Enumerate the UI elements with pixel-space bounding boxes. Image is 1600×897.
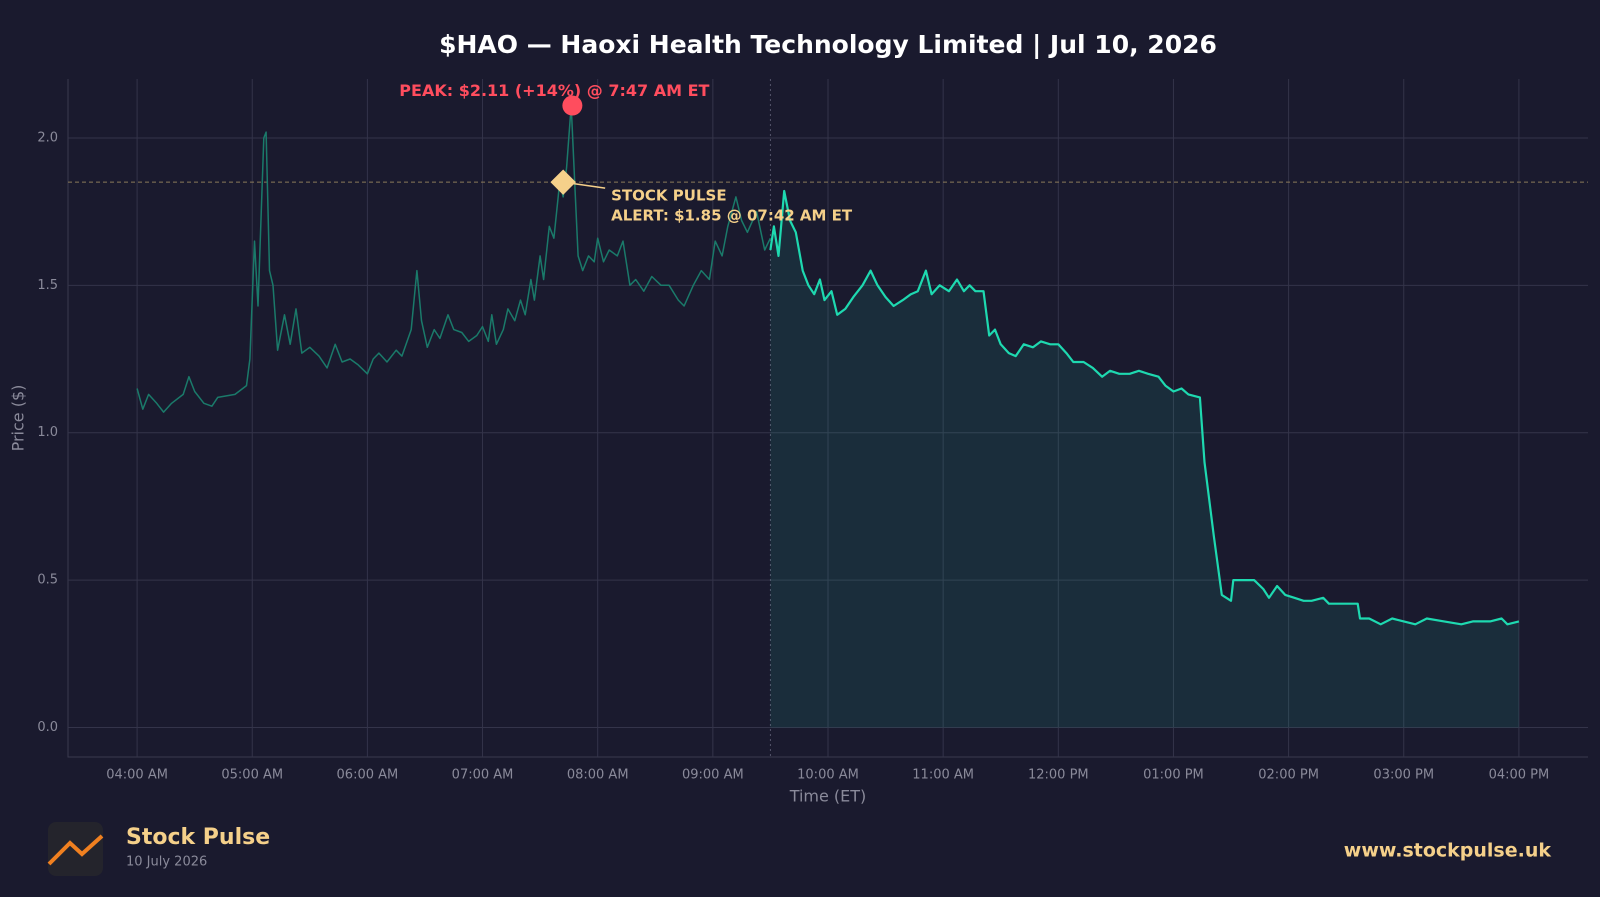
alert-label: STOCK PULSE <box>611 187 726 205</box>
x-tick-label: 04:00 AM <box>106 768 168 783</box>
y-tick-label: 0.5 <box>37 573 58 588</box>
price-line <box>769 189 1520 626</box>
brand: Stock Pulse <box>126 825 270 850</box>
x-tick-label: 04:00 PM <box>1489 768 1550 783</box>
alert-marker <box>550 169 576 195</box>
x-tick-label: 01:00 PM <box>1143 768 1204 783</box>
x-tick-label: 10:00 AM <box>797 768 859 783</box>
x-axis-label: Time (ET) <box>789 787 867 806</box>
chart-title: $HAO — Haoxi Health Technology Limited |… <box>439 30 1217 59</box>
x-tick-label: 06:00 AM <box>337 768 399 783</box>
axis-frame <box>67 79 1588 758</box>
x-tick-label: 09:00 AM <box>682 768 744 783</box>
y-tick-label: 0.0 <box>37 720 58 735</box>
y-tick-label: 2.0 <box>37 130 58 145</box>
peak-marker <box>562 95 583 116</box>
x-tick-label: 02:00 PM <box>1258 768 1319 783</box>
x-tick-label: 03:00 PM <box>1373 768 1434 783</box>
brand-date: 10 July 2026 <box>126 855 207 870</box>
y-axis-label: Price ($) <box>9 385 28 452</box>
logo <box>47 822 104 876</box>
price-line <box>136 104 772 413</box>
y-tick-label: 1.0 <box>37 425 58 440</box>
x-tick-label: 12:00 PM <box>1028 768 1089 783</box>
x-tick-label: 07:00 AM <box>452 768 514 783</box>
website: www.stockpulse.uk <box>1344 840 1552 862</box>
y-tick-label: 1.5 <box>37 278 58 293</box>
x-tick-label: 08:00 AM <box>567 768 629 783</box>
x-tick-label: 11:00 AM <box>912 768 974 783</box>
alert-label: ALERT: $1.85 @ 07:42 AM ET <box>611 207 853 225</box>
x-tick-label: 05:00 AM <box>221 768 283 783</box>
area <box>770 191 1519 728</box>
peak-label: PEAK: $2.11 (+14%) @ 7:47 AM ET <box>399 81 709 100</box>
